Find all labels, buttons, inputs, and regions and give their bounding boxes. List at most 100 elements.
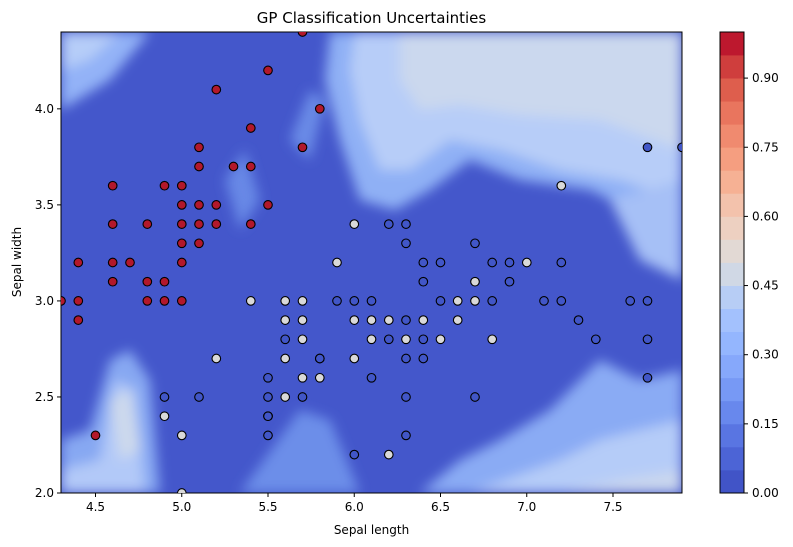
colorbar-level (720, 262, 744, 286)
data-point (556, 296, 567, 306)
data-point (556, 257, 567, 268)
x-tick-label: 5.5 (258, 500, 277, 514)
data-point (142, 219, 153, 229)
data-point (211, 219, 222, 229)
data-point (452, 296, 463, 306)
data-point (107, 276, 118, 287)
data-point (297, 296, 308, 306)
data-point (470, 392, 480, 402)
data-point (314, 103, 325, 114)
data-point (435, 334, 446, 345)
uncertainty-contour (61, 32, 682, 493)
data-point (401, 334, 411, 345)
colorbar-level (720, 423, 744, 448)
data-point (73, 296, 84, 306)
data-point (349, 315, 360, 325)
data-point (401, 353, 411, 364)
y-tick-label: 3.5 (35, 198, 54, 212)
data-point (573, 315, 584, 325)
data-point (590, 334, 601, 345)
data-point (176, 257, 187, 268)
x-tick-label: 6.0 (345, 500, 364, 514)
data-point (159, 180, 170, 191)
data-point (263, 430, 273, 441)
data-point (349, 219, 360, 229)
data-point (176, 238, 187, 249)
data-point (401, 219, 411, 229)
data-point (297, 315, 308, 325)
colorbar (719, 31, 745, 494)
data-point (383, 449, 394, 460)
chart-title: GP Classification Uncertainties (257, 9, 487, 27)
colorbar-level (720, 147, 744, 171)
data-point (107, 180, 118, 191)
data-point (418, 334, 429, 345)
colorbar-ticks: 0.00 0.15 0.30 0.45 0.60 0.75 0.90 (744, 71, 779, 500)
data-point (280, 392, 291, 402)
plot-frame (60, 31, 683, 494)
x-tick-label: 6.5 (431, 500, 450, 514)
data-point (245, 123, 256, 133)
data-point (245, 296, 256, 306)
data-point (332, 296, 342, 306)
data-point (314, 372, 325, 383)
data-point (297, 142, 308, 153)
data-point (228, 161, 239, 172)
data-point (487, 257, 498, 268)
data-point (142, 296, 153, 306)
y-axis-ticks: 2.0 2.5 3.0 3.5 4.0 (35, 102, 61, 500)
data-point (194, 392, 204, 402)
data-point (487, 296, 498, 306)
data-point (418, 276, 429, 287)
colorbar-level (720, 55, 744, 79)
data-point (642, 142, 653, 153)
data-point (349, 353, 360, 364)
data-point (366, 334, 377, 345)
data-point (314, 353, 325, 364)
data-point (263, 200, 273, 210)
data-point (176, 200, 187, 210)
y-tick-label: 2.5 (35, 390, 54, 404)
colorbar-level (720, 469, 744, 494)
data-point (176, 430, 187, 441)
data-point (159, 296, 170, 306)
data-point (176, 488, 187, 493)
x-tick-label: 4.5 (86, 500, 105, 514)
colorbar-level (720, 101, 744, 125)
data-point (418, 315, 429, 325)
colorbar-tick-label: 0.60 (752, 209, 779, 223)
data-point (176, 296, 187, 306)
data-point (211, 84, 222, 95)
data-point (556, 180, 567, 191)
data-point (194, 219, 204, 229)
data-point (487, 334, 498, 345)
data-point (280, 315, 291, 325)
colorbar-level (720, 124, 744, 148)
data-point (159, 276, 170, 287)
data-point (176, 180, 187, 191)
colorbar-level (720, 32, 744, 56)
data-point (435, 257, 446, 268)
data-point (263, 392, 273, 402)
data-point (280, 334, 291, 345)
data-point (245, 161, 256, 172)
x-tick-label: 7.0 (517, 500, 536, 514)
data-point (159, 411, 170, 422)
data-point (470, 296, 480, 306)
colorbar-tick-label: 0.90 (752, 71, 779, 85)
data-point (159, 392, 170, 402)
data-point (297, 32, 308, 37)
data-point (642, 334, 653, 345)
data-point (642, 296, 653, 306)
y-tick-label: 3.0 (35, 294, 54, 308)
data-point (332, 257, 342, 268)
colorbar-level (720, 331, 744, 356)
data-point (211, 200, 222, 210)
y-tick-label: 2.0 (35, 486, 54, 500)
colorbar-level (720, 239, 744, 263)
data-point (349, 296, 360, 306)
data-point (366, 315, 377, 325)
data-point (366, 372, 377, 383)
data-point (521, 257, 532, 268)
